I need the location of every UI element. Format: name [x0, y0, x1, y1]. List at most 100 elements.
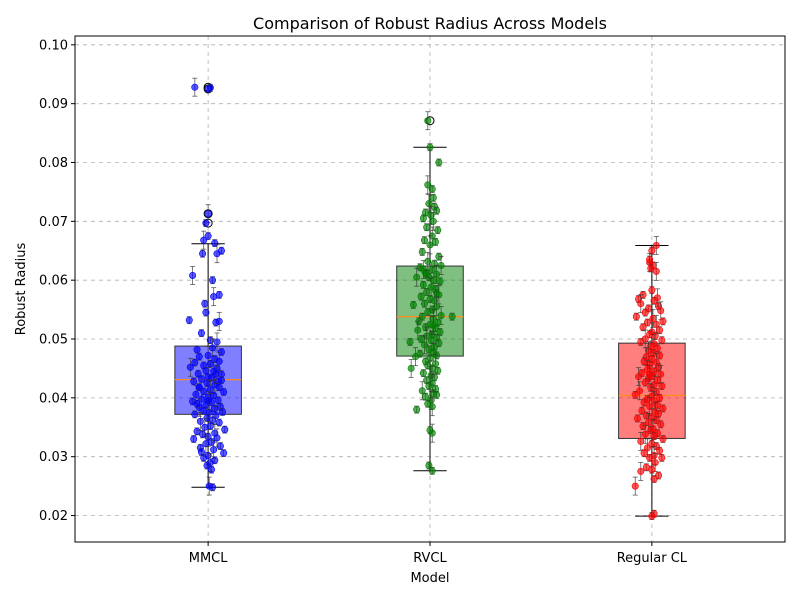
data-points: [185, 77, 667, 521]
data-point: [201, 423, 209, 431]
data-point: [637, 338, 645, 346]
y-tick-label: 0.02: [39, 509, 68, 524]
chart-title: Comparison of Robust Radius Across Model…: [253, 14, 607, 33]
data-point: [435, 159, 443, 167]
y-tick-label: 0.06: [39, 274, 68, 289]
data-point: [419, 281, 427, 289]
data-point: [429, 217, 437, 225]
data-point: [641, 430, 649, 438]
data-point: [420, 341, 428, 349]
data-point: [212, 370, 220, 378]
data-point: [646, 454, 654, 462]
data-point: [448, 313, 456, 321]
data-point: [640, 449, 648, 457]
data-point: [429, 321, 437, 329]
data-point: [214, 396, 222, 404]
data-point: [195, 383, 203, 391]
x-tick-label: Regular CL: [617, 551, 688, 566]
data-point: [418, 248, 426, 256]
data-point: [639, 422, 647, 430]
data-point: [425, 200, 433, 208]
data-point: [657, 307, 665, 315]
data-point: [424, 117, 432, 125]
data-point: [423, 288, 431, 296]
data-point: [190, 377, 198, 385]
data-point: [202, 440, 210, 448]
data-point: [209, 276, 217, 284]
data-point: [428, 266, 436, 274]
data-point: [640, 399, 648, 407]
data-point: [197, 329, 205, 337]
data-point: [424, 181, 432, 189]
data-point: [201, 300, 209, 308]
data-point: [645, 419, 653, 427]
data-point: [657, 370, 665, 378]
y-tick-label: 0.09: [39, 97, 68, 112]
data-point: [650, 297, 658, 305]
data-point: [633, 414, 641, 422]
data-point: [213, 434, 221, 442]
data-point: [648, 247, 656, 255]
data-point: [659, 404, 667, 412]
data-point: [638, 407, 646, 415]
data-point: [413, 406, 421, 414]
data-point: [204, 85, 212, 93]
data-point: [433, 207, 441, 215]
data-point: [437, 311, 445, 319]
data-point: [649, 314, 657, 322]
data-point: [656, 326, 664, 334]
data-point: [215, 357, 223, 365]
y-tick-label: 0.08: [39, 156, 68, 171]
data-point: [216, 442, 224, 450]
data-point: [658, 454, 666, 462]
data-point: [651, 459, 659, 467]
data-point: [191, 359, 199, 367]
data-point: [636, 387, 644, 395]
data-point: [419, 369, 427, 377]
data-point: [648, 286, 656, 294]
y-axis: 0.02 0.03 0.04 0.05 0.06 0.07 0.08 0.09 0.10: [39, 38, 75, 524]
data-point: [196, 417, 204, 425]
data-point: [200, 454, 208, 462]
data-point: [423, 223, 431, 231]
data-point: [658, 336, 666, 344]
data-point: [417, 293, 425, 301]
data-point: [219, 408, 227, 416]
data-point: [413, 273, 421, 281]
data-point: [652, 320, 660, 328]
data-point: [637, 467, 645, 475]
data-point: [657, 420, 665, 428]
data-point: [655, 410, 663, 418]
data-point: [220, 388, 228, 396]
data-point: [202, 219, 210, 227]
data-point: [204, 351, 212, 359]
data-point: [217, 348, 225, 356]
data-point: [206, 386, 214, 394]
data-point: [637, 300, 645, 308]
data-point: [652, 267, 660, 275]
data-point: [189, 271, 197, 279]
data-point: [213, 338, 221, 346]
data-point: [631, 482, 639, 490]
data-point: [418, 387, 426, 395]
data-point: [428, 185, 436, 193]
data-point: [640, 357, 648, 365]
x-axis-label: Model: [410, 571, 449, 586]
data-point: [204, 210, 212, 218]
data-point: [221, 426, 229, 434]
data-point: [637, 437, 645, 445]
x-tick-label: RVCL: [413, 551, 447, 566]
data-point: [639, 323, 647, 331]
data-point: [195, 353, 203, 361]
y-tick-label: 0.07: [39, 215, 68, 230]
data-point: [424, 257, 432, 265]
data-point: [433, 289, 441, 297]
data-point: [209, 483, 217, 491]
data-point: [641, 309, 649, 317]
data-point: [428, 403, 436, 411]
data-point: [656, 447, 664, 455]
x-tick-label: MMCL: [189, 551, 229, 566]
y-tick-label: 0.10: [39, 38, 68, 53]
data-point: [200, 236, 208, 244]
